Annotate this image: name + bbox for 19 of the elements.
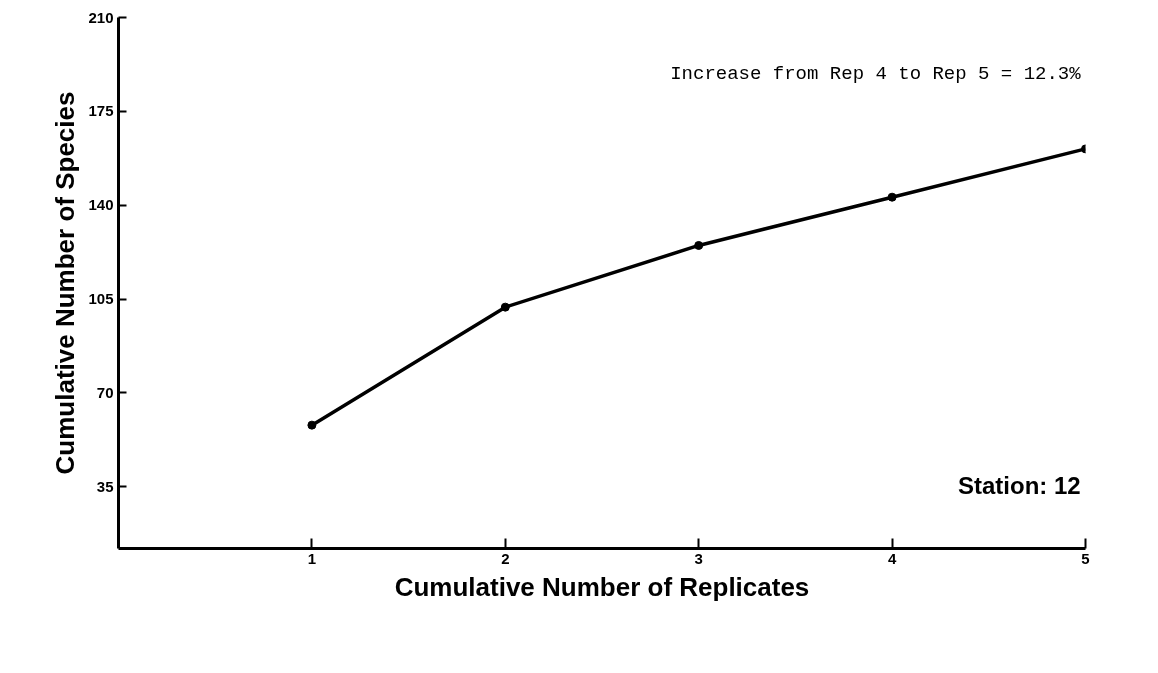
point bbox=[694, 240, 704, 250]
x-tick-label: 1 bbox=[307, 549, 317, 567]
x-tick-label: 4 bbox=[887, 549, 897, 567]
y-tick-label: 175 bbox=[88, 102, 114, 120]
y-tick-label: 70 bbox=[96, 383, 114, 401]
x-tick-label: 5 bbox=[1081, 549, 1090, 567]
y-tick-label: 140 bbox=[88, 196, 114, 214]
x-tick-label: 2 bbox=[501, 549, 510, 567]
annotation: Station: 12 bbox=[957, 472, 1081, 500]
y-tick-label: 105 bbox=[88, 290, 114, 308]
x-tick-label: 3 bbox=[694, 549, 703, 567]
y-axis-title: Cumulative Number of Species bbox=[50, 91, 81, 475]
point bbox=[887, 192, 897, 202]
point bbox=[500, 302, 510, 312]
x-axis-title: Cumulative Number of Replicates bbox=[394, 571, 810, 602]
y-tick-label: 210 bbox=[88, 8, 114, 26]
annotation: Increase from Rep 4 to Rep 5 = 12.3% bbox=[670, 63, 1082, 86]
point bbox=[307, 420, 317, 430]
y-tick-label: 35 bbox=[96, 477, 114, 495]
